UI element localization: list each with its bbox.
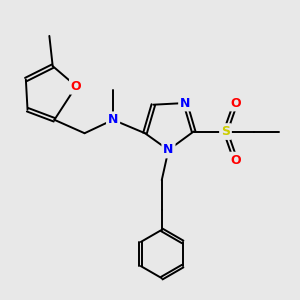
Text: O: O <box>230 154 241 166</box>
Text: N: N <box>108 113 118 126</box>
Text: S: S <box>221 125 230 138</box>
Text: N: N <box>180 97 190 110</box>
Text: N: N <box>163 143 174 157</box>
Text: O: O <box>71 80 82 93</box>
Text: O: O <box>230 97 241 110</box>
